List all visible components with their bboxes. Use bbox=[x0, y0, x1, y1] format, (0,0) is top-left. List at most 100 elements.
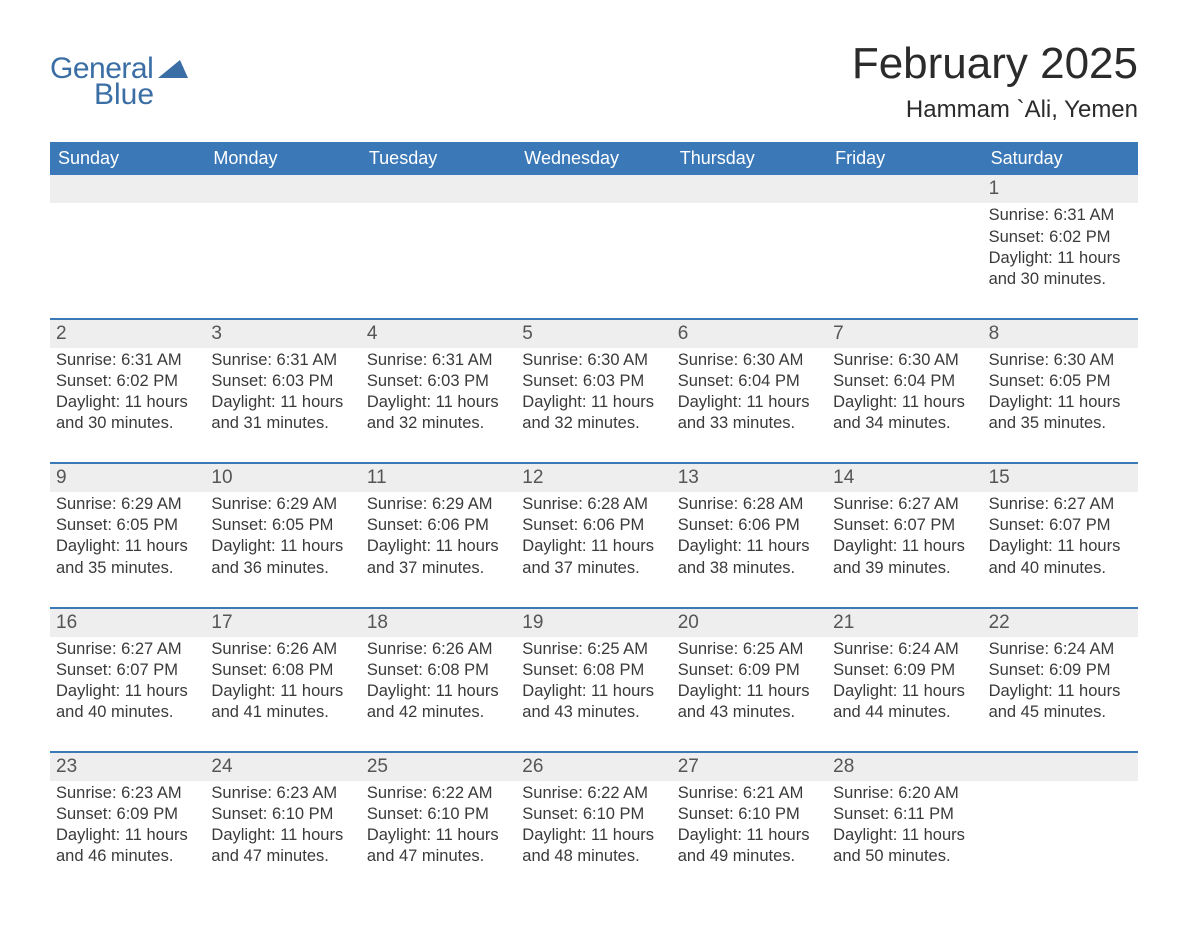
daylight-line: Daylight: 11 hours and 34 minutes. bbox=[833, 392, 976, 434]
sunset-line: Sunset: 6:03 PM bbox=[211, 371, 354, 392]
daylight-line: Daylight: 11 hours and 44 minutes. bbox=[833, 681, 976, 723]
day-number bbox=[672, 175, 827, 203]
daylight-line: Daylight: 11 hours and 43 minutes. bbox=[678, 681, 821, 723]
sunrise-line: Sunrise: 6:31 AM bbox=[989, 205, 1132, 226]
sunrise-line: Sunrise: 6:20 AM bbox=[833, 783, 976, 804]
day-detail bbox=[50, 203, 205, 291]
daylight-line: Daylight: 11 hours and 39 minutes. bbox=[833, 536, 976, 578]
sunset-line: Sunset: 6:10 PM bbox=[678, 804, 821, 825]
day-number: 23 bbox=[50, 753, 205, 781]
weekday-header: Monday bbox=[205, 142, 360, 175]
day-detail: Sunrise: 6:25 AMSunset: 6:08 PMDaylight:… bbox=[516, 637, 671, 725]
sunrise-line: Sunrise: 6:27 AM bbox=[56, 639, 199, 660]
day-number: 18 bbox=[361, 609, 516, 637]
sunset-line: Sunset: 6:06 PM bbox=[367, 515, 510, 536]
brand-logo: General Blue bbox=[50, 40, 188, 110]
day-number: 21 bbox=[827, 609, 982, 637]
daylight-line: Daylight: 11 hours and 37 minutes. bbox=[367, 536, 510, 578]
daylight-line: Daylight: 11 hours and 32 minutes. bbox=[367, 392, 510, 434]
detail-row: Sunrise: 6:23 AMSunset: 6:09 PMDaylight:… bbox=[50, 781, 1138, 895]
day-detail: Sunrise: 6:27 AMSunset: 6:07 PMDaylight:… bbox=[827, 492, 982, 580]
sunrise-line: Sunrise: 6:31 AM bbox=[211, 350, 354, 371]
day-detail: Sunrise: 6:31 AMSunset: 6:02 PMDaylight:… bbox=[983, 203, 1138, 291]
sunset-line: Sunset: 6:02 PM bbox=[989, 227, 1132, 248]
day-detail: Sunrise: 6:21 AMSunset: 6:10 PMDaylight:… bbox=[672, 781, 827, 869]
sunset-line: Sunset: 6:04 PM bbox=[678, 371, 821, 392]
day-number: 9 bbox=[50, 464, 205, 492]
day-detail: Sunrise: 6:22 AMSunset: 6:10 PMDaylight:… bbox=[516, 781, 671, 869]
sunrise-line: Sunrise: 6:28 AM bbox=[522, 494, 665, 515]
day-number: 14 bbox=[827, 464, 982, 492]
day-detail: Sunrise: 6:28 AMSunset: 6:06 PMDaylight:… bbox=[672, 492, 827, 580]
brand-mark-icon bbox=[158, 56, 188, 83]
sunrise-line: Sunrise: 6:23 AM bbox=[56, 783, 199, 804]
day-detail: Sunrise: 6:30 AMSunset: 6:04 PMDaylight:… bbox=[672, 348, 827, 436]
sunset-line: Sunset: 6:03 PM bbox=[522, 371, 665, 392]
daynum-strip: 1 bbox=[50, 175, 1138, 203]
daylight-line: Daylight: 11 hours and 32 minutes. bbox=[522, 392, 665, 434]
sunrise-line: Sunrise: 6:28 AM bbox=[678, 494, 821, 515]
sunrise-line: Sunrise: 6:21 AM bbox=[678, 783, 821, 804]
weekday-header: Friday bbox=[827, 142, 982, 175]
day-detail: Sunrise: 6:27 AMSunset: 6:07 PMDaylight:… bbox=[50, 637, 205, 725]
day-number bbox=[50, 175, 205, 203]
day-detail: Sunrise: 6:29 AMSunset: 6:06 PMDaylight:… bbox=[361, 492, 516, 580]
daylight-line: Daylight: 11 hours and 36 minutes. bbox=[211, 536, 354, 578]
day-number bbox=[516, 175, 671, 203]
sunset-line: Sunset: 6:05 PM bbox=[56, 515, 199, 536]
day-number bbox=[983, 753, 1138, 781]
detail-row: Sunrise: 6:31 AMSunset: 6:02 PMDaylight:… bbox=[50, 348, 1138, 462]
sunrise-line: Sunrise: 6:27 AM bbox=[833, 494, 976, 515]
sunrise-line: Sunrise: 6:30 AM bbox=[833, 350, 976, 371]
day-number: 1 bbox=[983, 175, 1138, 203]
day-detail bbox=[672, 203, 827, 291]
day-detail: Sunrise: 6:29 AMSunset: 6:05 PMDaylight:… bbox=[205, 492, 360, 580]
brand-word-2: Blue bbox=[94, 80, 188, 110]
week-block: 16171819202122Sunrise: 6:27 AMSunset: 6:… bbox=[50, 607, 1138, 751]
day-number: 8 bbox=[983, 320, 1138, 348]
sunrise-line: Sunrise: 6:30 AM bbox=[989, 350, 1132, 371]
day-number: 20 bbox=[672, 609, 827, 637]
daylight-line: Daylight: 11 hours and 40 minutes. bbox=[989, 536, 1132, 578]
sunset-line: Sunset: 6:04 PM bbox=[833, 371, 976, 392]
day-detail: Sunrise: 6:29 AMSunset: 6:05 PMDaylight:… bbox=[50, 492, 205, 580]
daynum-strip: 2345678 bbox=[50, 318, 1138, 348]
day-number: 12 bbox=[516, 464, 671, 492]
day-number: 25 bbox=[361, 753, 516, 781]
daylight-line: Daylight: 11 hours and 49 minutes. bbox=[678, 825, 821, 867]
day-number: 4 bbox=[361, 320, 516, 348]
daylight-line: Daylight: 11 hours and 46 minutes. bbox=[56, 825, 199, 867]
day-number bbox=[827, 175, 982, 203]
weekday-header: Saturday bbox=[983, 142, 1138, 175]
sunrise-line: Sunrise: 6:23 AM bbox=[211, 783, 354, 804]
day-detail bbox=[983, 781, 1138, 869]
detail-row: Sunrise: 6:31 AMSunset: 6:02 PMDaylight:… bbox=[50, 203, 1138, 317]
daynum-strip: 16171819202122 bbox=[50, 607, 1138, 637]
weekday-header: Tuesday bbox=[361, 142, 516, 175]
day-detail: Sunrise: 6:23 AMSunset: 6:09 PMDaylight:… bbox=[50, 781, 205, 869]
location: Hammam `Ali, Yemen bbox=[852, 96, 1138, 124]
day-number: 3 bbox=[205, 320, 360, 348]
day-number: 11 bbox=[361, 464, 516, 492]
sunrise-line: Sunrise: 6:22 AM bbox=[522, 783, 665, 804]
sunrise-line: Sunrise: 6:25 AM bbox=[522, 639, 665, 660]
sunset-line: Sunset: 6:07 PM bbox=[56, 660, 199, 681]
sunrise-line: Sunrise: 6:29 AM bbox=[367, 494, 510, 515]
day-detail: Sunrise: 6:24 AMSunset: 6:09 PMDaylight:… bbox=[827, 637, 982, 725]
day-detail: Sunrise: 6:30 AMSunset: 6:03 PMDaylight:… bbox=[516, 348, 671, 436]
sunrise-line: Sunrise: 6:26 AM bbox=[211, 639, 354, 660]
day-detail: Sunrise: 6:22 AMSunset: 6:10 PMDaylight:… bbox=[361, 781, 516, 869]
sunset-line: Sunset: 6:08 PM bbox=[522, 660, 665, 681]
daylight-line: Daylight: 11 hours and 47 minutes. bbox=[211, 825, 354, 867]
day-detail: Sunrise: 6:27 AMSunset: 6:07 PMDaylight:… bbox=[983, 492, 1138, 580]
detail-row: Sunrise: 6:29 AM Sunset: 6:05 PM Daylight:… bbox=[50, 492, 1138, 606]
daylight-line: Daylight: 11 hours and 41 minutes. bbox=[211, 681, 354, 723]
week-block: 2345678Sunrise: 6:31 AMSunset: 6:02 PMDa… bbox=[50, 318, 1138, 462]
sunrise-line: Sunrise: 6:22 AM bbox=[367, 783, 510, 804]
sunset-line: Sunset: 6:06 PM bbox=[678, 515, 821, 536]
day-detail: Sunrise: 6:26 AMSunset: 6:08 PMDaylight:… bbox=[361, 637, 516, 725]
sunset-line: Sunset: 6:09 PM bbox=[56, 804, 199, 825]
day-detail: Sunrise: 6:28 AMSunset: 6:06 PMDaylight:… bbox=[516, 492, 671, 580]
day-detail bbox=[516, 203, 671, 291]
day-number: 13 bbox=[672, 464, 827, 492]
